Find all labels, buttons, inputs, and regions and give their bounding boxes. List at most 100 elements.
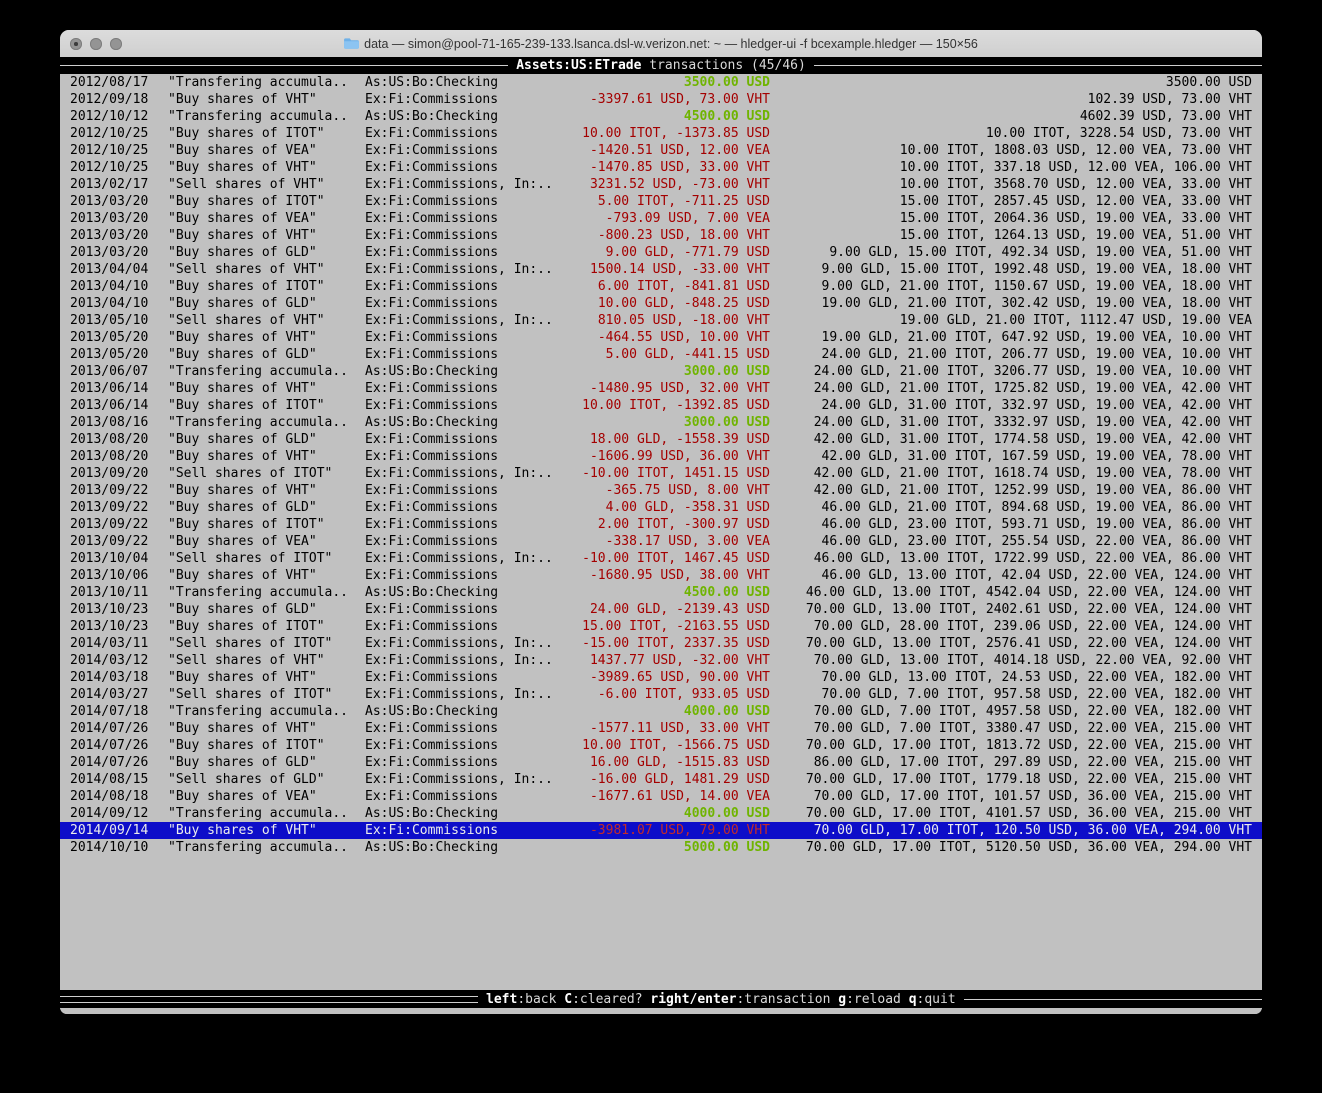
close-button[interactable] [70,38,82,50]
table-row[interactable]: 2012/08/17 "Transfering accumula.. As:US… [60,74,1262,91]
transaction-other-accounts: Ex:Fi:Commissions [365,602,499,617]
table-row[interactable]: 2013/08/20 "Buy shares of GLD" Ex:Fi:Com… [60,431,1262,448]
header-border-line [813,65,1262,66]
table-row[interactable]: 2013/03/20 "Buy shares of VHT" Ex:Fi:Com… [60,227,1262,244]
transaction-other-accounts: Ex:Fi:Commissions [365,330,499,345]
transaction-description: "Transfering accumula.. [168,415,349,430]
table-row[interactable]: 2013/06/14 "Buy shares of VHT" Ex:Fi:Com… [60,380,1262,397]
transaction-date: 2013/05/20 [70,330,149,345]
table-row[interactable]: 2014/08/15 "Sell shares of GLD" Ex:Fi:Co… [60,771,1262,788]
transaction-description: "Buy shares of VHT" [168,92,317,107]
table-row[interactable]: 2012/10/25 "Buy shares of VEA" Ex:Fi:Com… [60,142,1262,159]
table-row[interactable]: 2013/03/20 "Buy shares of ITOT" Ex:Fi:Co… [60,193,1262,210]
table-row[interactable]: 2013/09/22 "Buy shares of ITOT" Ex:Fi:Co… [60,516,1262,533]
transaction-description: "Sell shares of VHT" [168,262,325,277]
table-row[interactable]: 2013/03/20 "Buy shares of GLD" Ex:Fi:Com… [60,244,1262,261]
transaction-other-accounts: As:US:Bo:Checking [365,364,499,379]
table-row[interactable]: 2012/09/18 "Buy shares of VHT" Ex:Fi:Com… [60,91,1262,108]
table-row[interactable]: 2014/10/10 "Transfering accumula.. As:US… [60,839,1262,856]
table-row[interactable]: 2014/03/12 "Sell shares of VHT" Ex:Fi:Co… [60,652,1262,669]
transaction-running-balance: 3500.00 USD [1165,75,1252,90]
table-row[interactable]: 2014/03/11 "Sell shares of ITOT" Ex:Fi:C… [60,635,1262,652]
table-row[interactable]: 2014/03/18 "Buy shares of VHT" Ex:Fi:Com… [60,669,1262,686]
transaction-other-accounts: As:US:Bo:Checking [365,75,499,90]
table-row[interactable]: 2013/09/22 "Buy shares of VEA" Ex:Fi:Com… [60,533,1262,550]
table-row[interactable]: 2012/10/25 "Buy shares of ITOT" Ex:Fi:Co… [60,125,1262,142]
transaction-description: "Buy shares of VHT" [168,823,317,838]
transaction-description: "Buy shares of VHT" [168,670,317,685]
table-row[interactable]: 2013/09/20 "Sell shares of ITOT" Ex:Fi:C… [60,465,1262,482]
transaction-other-accounts: Ex:Fi:Commissions [365,823,499,838]
table-row[interactable]: 2013/04/04 "Sell shares of VHT" Ex:Fi:Co… [60,261,1262,278]
transaction-description: "Transfering accumula.. [168,840,349,855]
transaction-date: 2014/07/26 [70,738,149,753]
screen-title: Assets:US:ETrade transactions (45/46) [508,57,814,74]
transaction-change-amount: -3981.07 USD, 79.00 VHT [589,823,770,838]
table-row[interactable]: 2013/05/20 "Buy shares of VHT" Ex:Fi:Com… [60,329,1262,346]
table-row[interactable]: 2013/04/10 "Buy shares of ITOT" Ex:Fi:Co… [60,278,1262,295]
transactions-table[interactable]: 2012/08/17 "Transfering accumula.. As:US… [60,74,1262,856]
table-row[interactable]: 2013/02/17 "Sell shares of VHT" Ex:Fi:Co… [60,176,1262,193]
table-row[interactable]: 2013/10/11 "Transfering accumula.. As:US… [60,584,1262,601]
table-row[interactable]: 2014/07/26 "Buy shares of VHT" Ex:Fi:Com… [60,720,1262,737]
table-row[interactable]: 2014/09/14 "Buy shares of VHT" Ex:Fi:Com… [60,822,1262,839]
transaction-date: 2012/10/25 [70,160,149,175]
table-row[interactable]: 2013/05/20 "Buy shares of GLD" Ex:Fi:Com… [60,346,1262,363]
table-row[interactable]: 2013/10/23 "Buy shares of GLD" Ex:Fi:Com… [60,601,1262,618]
table-row[interactable]: 2013/06/14 "Buy shares of ITOT" Ex:Fi:Co… [60,397,1262,414]
table-row[interactable]: 2014/03/27 "Sell shares of ITOT" Ex:Fi:C… [60,686,1262,703]
table-row[interactable]: 2013/10/23 "Buy shares of ITOT" Ex:Fi:Co… [60,618,1262,635]
table-row[interactable]: 2013/05/10 "Sell shares of VHT" Ex:Fi:Co… [60,312,1262,329]
transaction-other-accounts: As:US:Bo:Checking [365,415,499,430]
table-row[interactable]: 2013/06/07 "Transfering accumula.. As:US… [60,363,1262,380]
transaction-description: "Buy shares of GLD" [168,432,317,447]
transaction-date: 2014/09/14 [70,823,149,838]
table-row[interactable]: 2013/03/20 "Buy shares of VEA" Ex:Fi:Com… [60,210,1262,227]
table-row[interactable]: 2013/10/06 "Buy shares of VHT" Ex:Fi:Com… [60,567,1262,584]
transaction-description: "Transfering accumula.. [168,109,349,124]
transaction-running-balance: 42.00 GLD, 31.00 ITOT, 167.59 USD, 19.00… [821,449,1252,464]
table-row[interactable]: 2014/09/12 "Transfering accumula.. As:US… [60,805,1262,822]
table-row[interactable]: 2014/07/18 "Transfering accumula.. As:US… [60,703,1262,720]
transaction-change-amount: 10.00 ITOT, -1373.85 USD [582,126,770,141]
table-row[interactable]: 2014/07/26 "Buy shares of ITOT" Ex:Fi:Co… [60,737,1262,754]
transaction-date: 2013/03/20 [70,194,149,209]
transaction-date: 2013/04/10 [70,296,149,311]
table-row[interactable]: 2012/10/25 "Buy shares of VHT" Ex:Fi:Com… [60,159,1262,176]
transaction-change-amount: -3397.61 USD, 73.00 VHT [589,92,770,107]
key-hint-key: C [564,991,573,1007]
table-row[interactable]: 2013/08/20 "Buy shares of VHT" Ex:Fi:Com… [60,448,1262,465]
transaction-running-balance: 10.00 ITOT, 3568.70 USD, 12.00 VEA, 33.0… [899,177,1252,192]
table-row[interactable]: 2013/10/04 "Sell shares of ITOT" Ex:Fi:C… [60,550,1262,567]
transaction-running-balance: 46.00 GLD, 13.00 ITOT, 4542.04 USD, 22.0… [805,585,1252,600]
transaction-change-amount: 9.00 GLD, -771.79 USD [605,245,770,260]
transaction-change-amount: -365.75 USD, 8.00 VHT [605,483,770,498]
window-titlebar[interactable]: data — simon@pool-71-165-239-133.lsanca.… [60,30,1262,58]
transaction-description: "Sell shares of VHT" [168,177,325,192]
table-row[interactable]: 2014/08/18 "Buy shares of VEA" Ex:Fi:Com… [60,788,1262,805]
transaction-description: "Buy shares of ITOT" [168,738,325,753]
transaction-running-balance: 70.00 GLD, 17.00 ITOT, 120.50 USD, 36.00… [813,823,1252,838]
transaction-change-amount: 16.00 GLD, -1515.83 USD [589,755,770,770]
table-row[interactable]: 2013/04/10 "Buy shares of GLD" Ex:Fi:Com… [60,295,1262,312]
transaction-description: "Sell shares of ITOT" [168,636,333,651]
transaction-date: 2013/10/06 [70,568,149,583]
minimize-button[interactable] [90,38,102,50]
transaction-description: "Buy shares of VEA" [168,534,317,549]
transaction-change-amount: 18.00 GLD, -1558.39 USD [589,432,770,447]
table-row[interactable]: 2012/10/12 "Transfering accumula.. As:US… [60,108,1262,125]
transaction-date: 2013/03/20 [70,245,149,260]
transaction-change-amount: 10.00 ITOT, -1392.85 USD [582,398,770,413]
table-row[interactable]: 2013/08/16 "Transfering accumula.. As:US… [60,414,1262,431]
transaction-running-balance: 15.00 ITOT, 1264.13 USD, 19.00 VEA, 51.0… [899,228,1252,243]
table-row[interactable]: 2014/07/26 "Buy shares of GLD" Ex:Fi:Com… [60,754,1262,771]
table-row[interactable]: 2013/09/22 "Buy shares of GLD" Ex:Fi:Com… [60,499,1262,516]
transaction-date: 2013/05/20 [70,347,149,362]
table-row[interactable]: 2013/09/22 "Buy shares of VHT" Ex:Fi:Com… [60,482,1262,499]
transaction-date: 2014/03/27 [70,687,149,702]
transaction-other-accounts: Ex:Fi:Commissions [365,279,499,294]
transaction-other-accounts: Ex:Fi:Commissions [365,381,499,396]
zoom-button[interactable] [110,38,122,50]
transaction-description: "Buy shares of VHT" [168,449,317,464]
